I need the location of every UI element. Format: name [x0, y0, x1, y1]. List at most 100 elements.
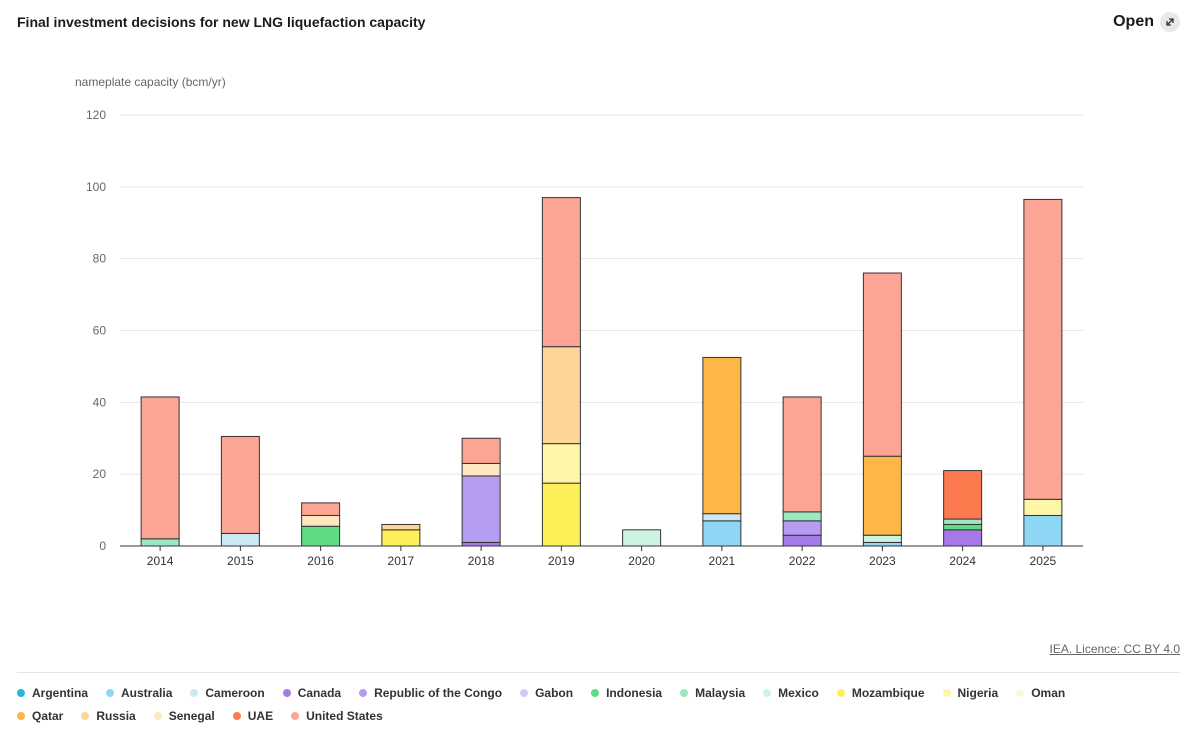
x-tick-label: 2022: [789, 554, 816, 568]
legend-dot-icon: [17, 689, 25, 697]
bar-segment-canada-2018[interactable]: [461, 541, 501, 547]
legend-item-oman[interactable]: Oman: [1016, 686, 1065, 700]
grid-lines: 0 20 40 60 80 100 120: [86, 108, 1083, 553]
expand-arrow-icon: [1160, 12, 1180, 32]
bar-stack-2023[interactable]: [862, 272, 902, 547]
bar-segment-united-states-2025[interactable]: [1023, 198, 1063, 500]
bar-segment-united-states-2014[interactable]: [140, 396, 180, 540]
legend-label: Cameroon: [205, 686, 265, 700]
bar-segment-indonesia-2024[interactable]: [943, 523, 983, 531]
legend-dot-icon: [81, 712, 90, 720]
source-licence-link[interactable]: IEA. Licence: CC BY 4.0: [1049, 642, 1180, 656]
x-tick-label: 2014: [147, 554, 174, 568]
legend-dot-icon: [17, 712, 25, 720]
bar-segment-united-states-2019[interactable]: [541, 197, 581, 348]
legend-label: Indonesia: [606, 686, 663, 700]
legend-label: Malaysia: [695, 686, 746, 700]
bar-stack-2021[interactable]: [702, 356, 742, 547]
legend-dot-icon: [153, 712, 162, 720]
legend-item-uae[interactable]: UAE: [232, 709, 274, 723]
bar-segment-russia-2017[interactable]: [381, 523, 421, 531]
bar-segment-senegal-2016[interactable]: [301, 514, 341, 527]
bar-segment-australia-2023[interactable]: [862, 541, 902, 547]
bar-segment-australia-2021[interactable]: [702, 520, 742, 547]
bar-stack-2019[interactable]: [541, 197, 581, 547]
bar-segment-uae-2024[interactable]: [943, 470, 983, 520]
legend-item-mexico[interactable]: Mexico: [763, 686, 819, 700]
bar-segment-malaysia-2022[interactable]: [782, 511, 822, 522]
bar-segment-cameroon-2015[interactable]: [220, 532, 260, 547]
legend-label: United States: [306, 709, 383, 723]
bar-segment-republic-of-the-congo-2018[interactable]: [461, 475, 501, 543]
stacked-bar-chart: nameplate capacity (bcm/yr) 0 20 40 60 80 100…: [75, 75, 1083, 568]
bar-segment-united-states-2015[interactable]: [220, 435, 260, 534]
bar-stack-2016[interactable]: [301, 502, 341, 547]
bar-segment-mozambique-2019[interactable]: [541, 482, 581, 547]
legend-dot-icon: [942, 689, 951, 697]
y-tick-label: 20: [93, 467, 107, 481]
legend-label: Qatar: [32, 709, 64, 723]
chart-title: Final investment decisions for new LNG l…: [17, 14, 426, 30]
legend-item-australia[interactable]: Australia: [106, 686, 172, 700]
bar-stack-2022[interactable]: [782, 396, 822, 547]
legend-label: Gabon: [535, 686, 574, 700]
legend-item-indonesia[interactable]: Indonesia: [591, 686, 662, 700]
bar-segment-united-states-2023[interactable]: [862, 272, 902, 457]
legend-item-cameroon[interactable]: Cameroon: [190, 686, 265, 700]
legend-dot-icon: [190, 689, 199, 697]
bar-segment-canada-2022[interactable]: [782, 534, 822, 547]
bar-segment-nigeria-2025[interactable]: [1023, 498, 1063, 516]
legend-item-qatar[interactable]: Qatar: [17, 709, 63, 723]
x-tick-label: 2025: [1030, 554, 1057, 568]
bar-segment-indonesia-2016[interactable]: [301, 525, 341, 547]
bar-segment-nigeria-2019[interactable]: [541, 443, 581, 484]
legend-label: UAE: [247, 709, 274, 723]
x-tick-label: 2015: [227, 554, 254, 568]
legend-item-argentina[interactable]: Argentina: [17, 686, 88, 700]
legend-label: Nigeria: [957, 686, 999, 700]
bar-stack-2018[interactable]: [461, 437, 501, 547]
bar-stack-2015[interactable]: [220, 435, 260, 547]
bar-stack-2024[interactable]: [943, 470, 983, 547]
legend-item-canada[interactable]: Canada: [282, 686, 341, 700]
legend-dot-icon: [836, 689, 845, 697]
bar-segment-cameroon-2021[interactable]: [702, 513, 742, 522]
bar-segment-mozambique-2017[interactable]: [381, 529, 421, 547]
legend-item-republic-of-the-congo[interactable]: Republic of the Congo: [359, 686, 502, 700]
y-axis-label: nameplate capacity (bcm/yr): [75, 75, 226, 89]
legend-item-senegal[interactable]: Senegal: [153, 709, 215, 723]
legend-item-malaysia[interactable]: Malaysia: [680, 686, 745, 700]
legend-item-united-states[interactable]: United States: [291, 709, 383, 723]
open-button[interactable]: Open: [1113, 12, 1180, 32]
bar-stack-2025[interactable]: [1023, 198, 1063, 547]
bar-segment-qatar-2021[interactable]: [702, 356, 742, 515]
y-tick-label: 100: [86, 180, 106, 194]
bar-segment-canada-2024[interactable]: [943, 529, 983, 547]
bar-segment-united-states-2018[interactable]: [461, 437, 501, 464]
legend-dot-icon: [106, 689, 115, 697]
bar-segment-malaysia-2024[interactable]: [943, 518, 983, 525]
bar-segment-mexico-2023[interactable]: [862, 534, 902, 543]
legend-item-russia[interactable]: Russia: [81, 709, 136, 723]
legend-label: Oman: [1031, 686, 1066, 700]
legend-label: Russia: [96, 709, 136, 723]
bar-segment-united-states-2016[interactable]: [301, 502, 341, 516]
legend-item-gabon[interactable]: Gabon: [520, 686, 573, 700]
bar-segment-russia-2019[interactable]: [541, 346, 581, 445]
x-tick-label: 2018: [468, 554, 495, 568]
bar-segment-australia-2025[interactable]: [1023, 514, 1063, 547]
bar-segment-malaysia-2014[interactable]: [140, 538, 180, 547]
bar-segment-qatar-2023[interactable]: [862, 455, 902, 536]
bar-stack-2020[interactable]: [622, 529, 662, 547]
y-tick-label: 80: [93, 252, 107, 266]
bar-segment-senegal-2018[interactable]: [461, 462, 501, 477]
open-label: Open: [1113, 13, 1154, 30]
bar-segment-republic-of-the-congo-2022[interactable]: [782, 520, 822, 536]
bar-segment-united-states-2022[interactable]: [782, 396, 822, 513]
bar-stack-2014[interactable]: [140, 396, 180, 547]
legend-item-nigeria[interactable]: Nigeria: [942, 686, 999, 700]
bar-segment-mexico-2020[interactable]: [622, 529, 662, 547]
legend-item-mozambique[interactable]: Mozambique: [836, 686, 925, 700]
bar-stack-2017[interactable]: [381, 523, 421, 547]
legend-dot-icon: [359, 689, 368, 697]
